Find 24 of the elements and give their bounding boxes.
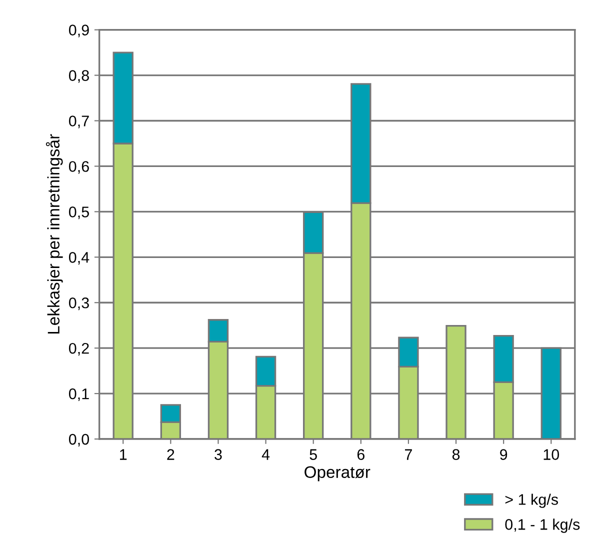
y-tick-label: 0,2 <box>68 342 89 356</box>
legend-label: > 1 kg/s <box>505 494 558 508</box>
x-tick-label: 1 <box>120 449 127 460</box>
y-tick-label: 0,1 <box>68 388 89 402</box>
x-tick-label: 3 <box>214 449 222 460</box>
y-tick-label: 0,0 <box>68 434 90 447</box>
x-tick-label: 10 <box>544 449 560 460</box>
x-tick-label: 6 <box>357 449 364 460</box>
y-tick-label: 0,3 <box>68 297 89 310</box>
y-tick-label: 0,4 <box>68 252 90 265</box>
y-axis-title: Lekkasjer per innretningsår <box>46 134 63 334</box>
x-axis-title: Operatør <box>304 466 370 482</box>
x-tick-label: 2 <box>167 449 174 460</box>
x-tick-label: 8 <box>452 449 460 460</box>
y-tick-label: 0,7 <box>68 116 89 128</box>
y-tick-label: 0,9 <box>68 24 89 38</box>
x-tick-label: 7 <box>404 449 412 460</box>
y-tick-label: 0,8 <box>68 70 89 83</box>
x-tick-label: 5 <box>310 449 317 460</box>
y-tick-label: 0,5 <box>68 206 89 220</box>
y-tick-label: 0,6 <box>68 161 89 174</box>
x-tick-label: 9 <box>500 449 508 460</box>
x-tick-label: 4 <box>262 449 270 460</box>
legend-label: 0,1 - 1 kg/s <box>505 518 580 533</box>
